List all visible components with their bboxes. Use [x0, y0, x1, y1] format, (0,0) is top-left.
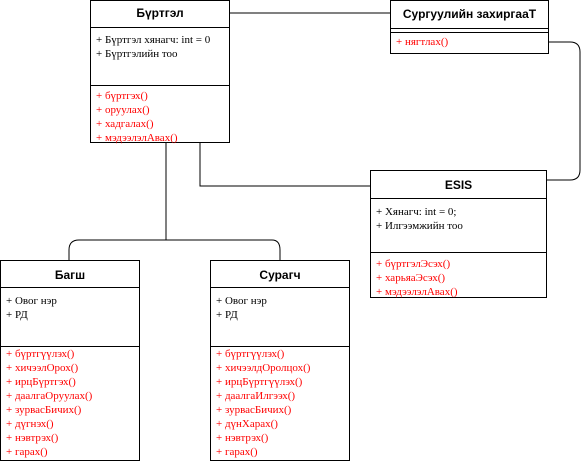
class-name: Бүртгэл — [136, 6, 184, 20]
method: + оруулах() — [96, 104, 150, 116]
methods-section: + бүртгэлЭсэх() + харьяаЭсэх() + мэдээлэ… — [371, 252, 546, 298]
method: + нэвтрэх() — [216, 432, 269, 444]
methods-section: + бүртгүүлэх() + хичээлОрох() + ирцБүртг… — [1, 346, 139, 460]
methods-section: + бүртгүүлэх() + хичээлдОролцох() + ирцБ… — [211, 346, 349, 460]
class-name: Сурагч — [259, 268, 301, 282]
method: + хадгалах() — [96, 118, 154, 130]
class-bagsh[interactable]: Багш + Овог нэр + РД + бүртгүүлэх() + хи… — [0, 260, 140, 461]
method: + даалгаИлгээх() — [216, 390, 296, 402]
method: + зурвасБичих() — [6, 404, 82, 416]
method: + хичээлОрох() — [6, 362, 79, 374]
attribute: + Хянагч: int = 0; — [376, 206, 457, 218]
class-surguuli-zahirgaa[interactable]: Сургуулийн захиргааТ + нягтлах() — [390, 0, 549, 54]
class-suragch[interactable]: Сурагч + Овог нэр + РД + бүртгүүлэх() + … — [210, 260, 350, 461]
attribute: + Овог нэр — [6, 295, 57, 307]
method: + зурвасБичих() — [216, 404, 292, 416]
attribute: + Илгээмжийн тоо — [376, 220, 463, 232]
method: + дүгнэх() — [6, 418, 54, 430]
method: + ирцБүртгэх() — [6, 376, 76, 388]
method: + даалгаОруулах() — [6, 390, 93, 402]
method: + ирцБүртгүүлэх() — [216, 376, 303, 388]
attribute: + Бүртгэл хянагч: int = 0 — [96, 34, 211, 46]
method: + бүртгэх() — [96, 90, 148, 102]
link-surguuli-esis — [547, 41, 581, 181]
link-to-suragch — [271, 239, 281, 260]
method: + гарах() — [216, 446, 258, 458]
method: + нэвтрэх() — [6, 432, 59, 444]
link-burtgel-esis — [199, 143, 370, 187]
attribute: + Овог нэр — [216, 295, 267, 307]
attributes-section — [391, 28, 548, 32]
class-esis[interactable]: ESIS + Хянагч: int = 0; + Илгээмжийн тоо… — [370, 170, 547, 298]
class-name: Сургуулийн захиргааТ — [402, 7, 537, 21]
class-name: Багш — [54, 268, 86, 282]
method: + бүртгэлЭсэх() — [376, 258, 451, 270]
attribute: + РД — [6, 309, 28, 321]
method: + дүнХарах() — [216, 418, 278, 430]
methods-section: + бүртгэх() + оруулах() + хадгалах() + м… — [91, 85, 229, 144]
method: + бүртгүүлэх() — [6, 348, 75, 360]
attributes-section: + Хянагч: int = 0; + Илгээмжийн тоо — [371, 198, 546, 252]
method: + харьяаЭсэх() — [376, 272, 446, 284]
attributes-section: + Бүртгэл хянагч: int = 0 + Бүртгэлийн т… — [91, 27, 229, 85]
class-name: ESIS — [444, 178, 473, 192]
method: + бүртгүүлэх() — [216, 348, 285, 360]
attributes-section: + Овог нэр + РД — [1, 287, 139, 346]
attributes-section: + Овог нэр + РД — [211, 287, 349, 346]
method: + мэдээлэлАвах() — [96, 132, 178, 144]
method: + гарах() — [6, 446, 48, 458]
attribute: + РД — [216, 309, 238, 321]
method: + нягтлах() — [396, 36, 449, 48]
class-burtgel[interactable]: Бүртгэл + Бүртгэл хянагч: int = 0 + Бүрт… — [90, 0, 230, 144]
attribute: + Бүртгэлийн тоо — [96, 48, 178, 60]
method: + мэдээлэлАвах() — [376, 286, 458, 298]
methods-section: + нягтлах() — [391, 32, 548, 53]
link-to-bagsh — [68, 239, 80, 260]
method: + хичээлдОролцох() — [216, 362, 311, 374]
